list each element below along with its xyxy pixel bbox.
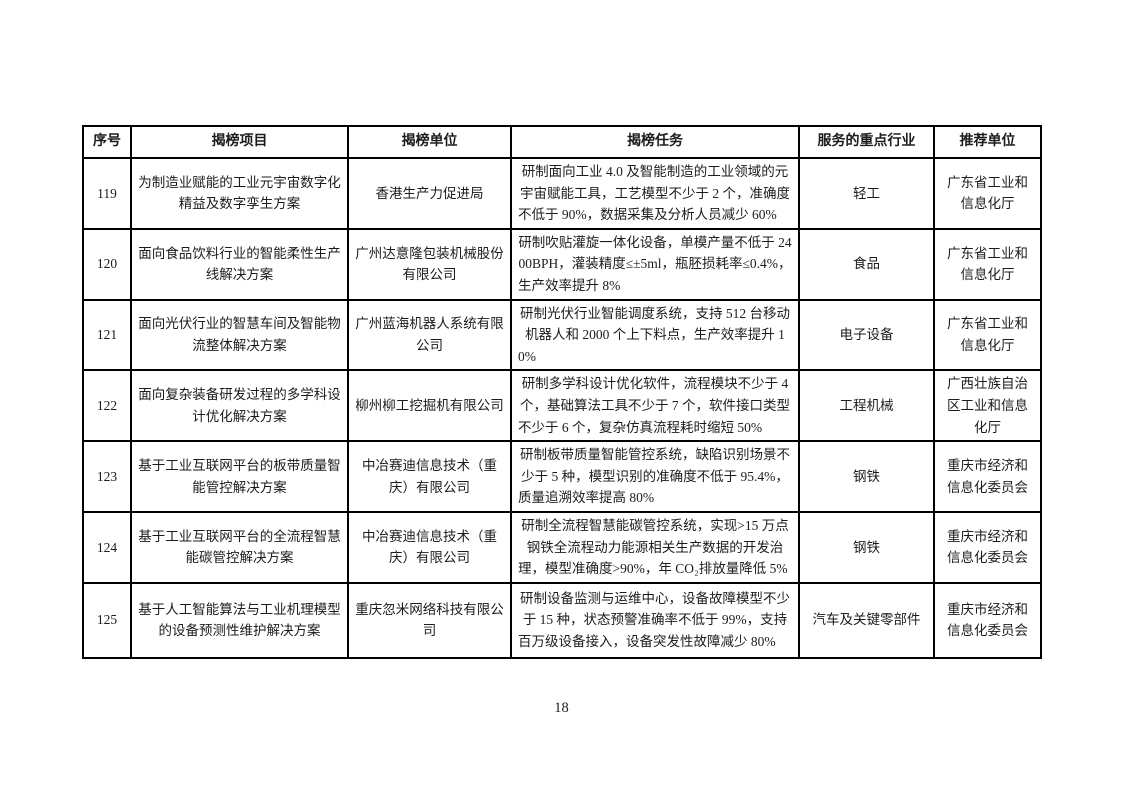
cell-project: 为制造业赋能的工业元宇宙数字化精益及数字孪生方案 bbox=[130, 157, 349, 230]
cell-task: 研制面向工业 4.0 及智能制造的工业领域的元宇宙赋能工具，工艺模型不少于 2 … bbox=[510, 157, 800, 230]
cell-industry: 轻工 bbox=[798, 157, 935, 230]
cell-no: 120 bbox=[82, 227, 132, 301]
col-header-no: 序号 bbox=[82, 125, 132, 159]
cell-task: 研制全流程智慧能碳管控系统，实现>15 万点钢铁全流程动力能源相关生产数据的开发… bbox=[510, 510, 800, 584]
cell-project: 基于人工智能算法与工业机理模型的设备预测性维护解决方案 bbox=[130, 581, 349, 659]
cell-industry: 电子设备 bbox=[798, 298, 935, 372]
table-header-row: 序号 揭榜项目 揭榜单位 揭榜任务 服务的重点行业 推荐单位 bbox=[82, 125, 1042, 159]
cell-unit: 中冶赛迪信息技术（重庆）有限公司 bbox=[347, 510, 512, 584]
table-row: 122 面向复杂装备研发过程的多学科设计优化解决方案 柳州柳工挖掘机有限公司 研… bbox=[82, 369, 1042, 443]
cell-task: 研制设备监测与运维中心，设备故障模型不少于 15 种，状态预警准确率不低于 99… bbox=[510, 581, 800, 659]
cell-task: 研制板带质量智能管控系统，缺陷识别场景不少于 5 种，模型识别的准确度不低于 9… bbox=[510, 440, 800, 513]
table-row: 124 基于工业互联网平台的全流程智慧能碳管控解决方案 中冶赛迪信息技术（重庆）… bbox=[82, 510, 1042, 584]
cell-recommender: 重庆市经济和信息化委员会 bbox=[933, 510, 1042, 584]
cell-unit: 中冶赛迪信息技术（重庆）有限公司 bbox=[347, 440, 512, 513]
col-header-industry: 服务的重点行业 bbox=[798, 125, 935, 159]
cell-recommender: 重庆市经济和信息化委员会 bbox=[933, 440, 1042, 513]
table-row: 121 面向光伏行业的智慧车间及智能物流整体解决方案 广州蓝海机器人系统有限公司… bbox=[82, 298, 1042, 372]
col-header-unit: 揭榜单位 bbox=[347, 125, 512, 159]
cell-recommender: 广东省工业和信息化厅 bbox=[933, 298, 1042, 372]
table-row: 119 为制造业赋能的工业元宇宙数字化精益及数字孪生方案 香港生产力促进局 研制… bbox=[82, 157, 1042, 230]
cell-unit: 广州达意隆包装机械股份有限公司 bbox=[347, 227, 512, 301]
award-projects-table: 序号 揭榜项目 揭榜单位 揭榜任务 服务的重点行业 推荐单位 119 为制造业赋… bbox=[82, 125, 1042, 659]
cell-task: 研制多学科设计优化软件，流程模块不少于 4 个，基础算法工具不少于 7 个，软件… bbox=[510, 369, 800, 443]
table-row: 120 面向食品饮料行业的智能柔性生产线解决方案 广州达意隆包装机械股份有限公司… bbox=[82, 227, 1042, 301]
cell-no: 122 bbox=[82, 369, 132, 443]
cell-industry: 钢铁 bbox=[798, 440, 935, 513]
cell-industry: 汽车及关键零部件 bbox=[798, 581, 935, 659]
cell-no: 119 bbox=[82, 157, 132, 230]
cell-industry: 工程机械 bbox=[798, 369, 935, 443]
cell-unit: 香港生产力促进局 bbox=[347, 157, 512, 230]
cell-no: 125 bbox=[82, 581, 132, 659]
table-row: 123 基于工业互联网平台的板带质量智能管控解决方案 中冶赛迪信息技术（重庆）有… bbox=[82, 440, 1042, 513]
cell-project: 面向光伏行业的智慧车间及智能物流整体解决方案 bbox=[130, 298, 349, 372]
cell-industry: 食品 bbox=[798, 227, 935, 301]
cell-project: 面向食品饮料行业的智能柔性生产线解决方案 bbox=[130, 227, 349, 301]
cell-industry: 钢铁 bbox=[798, 510, 935, 584]
cell-project: 基于工业互联网平台的全流程智慧能碳管控解决方案 bbox=[130, 510, 349, 584]
page-number: 18 bbox=[554, 700, 569, 716]
cell-recommender: 广西壮族自治区工业和信息化厅 bbox=[933, 369, 1042, 443]
cell-task: 研制吹贴灌旋一体化设备，单模产量不低于 2400BPH，灌装精度≤±5ml，瓶胚… bbox=[510, 227, 800, 301]
cell-recommender: 广东省工业和信息化厅 bbox=[933, 227, 1042, 301]
cell-project: 面向复杂装备研发过程的多学科设计优化解决方案 bbox=[130, 369, 349, 443]
cell-unit: 重庆忽米网络科技有限公司 bbox=[347, 581, 512, 659]
table-row: 125 基于人工智能算法与工业机理模型的设备预测性维护解决方案 重庆忽米网络科技… bbox=[82, 581, 1042, 659]
cell-no: 124 bbox=[82, 510, 132, 584]
cell-no: 123 bbox=[82, 440, 132, 513]
cell-recommender: 广东省工业和信息化厅 bbox=[933, 157, 1042, 230]
col-header-task: 揭榜任务 bbox=[510, 125, 800, 159]
cell-task: 研制光伏行业智能调度系统，支持 512 台移动机器人和 2000 个上下料点，生… bbox=[510, 298, 800, 372]
cell-no: 121 bbox=[82, 298, 132, 372]
cell-unit: 柳州柳工挖掘机有限公司 bbox=[347, 369, 512, 443]
cell-project: 基于工业互联网平台的板带质量智能管控解决方案 bbox=[130, 440, 349, 513]
col-header-project: 揭榜项目 bbox=[130, 125, 349, 159]
cell-unit: 广州蓝海机器人系统有限公司 bbox=[347, 298, 512, 372]
col-header-recommender: 推荐单位 bbox=[933, 125, 1042, 159]
cell-recommender: 重庆市经济和信息化委员会 bbox=[933, 581, 1042, 659]
